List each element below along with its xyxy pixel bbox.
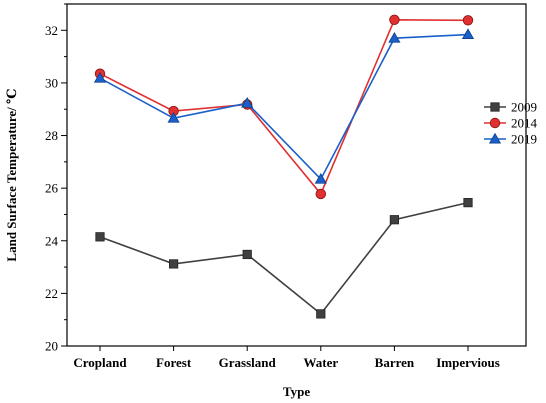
legend-marker bbox=[490, 102, 500, 112]
y-tick-label: 30 bbox=[45, 75, 58, 90]
y-tick-label: 20 bbox=[45, 339, 58, 354]
series-line-2019 bbox=[99, 33, 469, 181]
data-point-2014 bbox=[389, 14, 400, 25]
legend-item-2019: 2019 bbox=[484, 132, 537, 147]
data-point-2019 bbox=[167, 111, 180, 123]
data-point-2019 bbox=[461, 28, 475, 39]
legend-label: 2019 bbox=[511, 132, 537, 147]
data-point-2009 bbox=[95, 232, 105, 242]
series-2009 bbox=[95, 198, 473, 319]
y-tick-label: 32 bbox=[45, 23, 58, 38]
legend-label: 2009 bbox=[511, 100, 537, 115]
series-2019 bbox=[93, 28, 475, 184]
series-line-2014 bbox=[99, 18, 469, 196]
data-point-2009 bbox=[463, 198, 473, 208]
x-tick-label: Cropland bbox=[73, 355, 127, 370]
data-point-2009 bbox=[242, 249, 252, 260]
series-line-2009 bbox=[99, 201, 469, 316]
legend-marker bbox=[489, 117, 501, 129]
legend-item-2009: 2009 bbox=[484, 100, 537, 115]
y-tick-label: 26 bbox=[45, 181, 59, 196]
axes: 20 22 24 26 28 30 32 Cropland Forest Grassland Wat… bbox=[45, 3, 527, 370]
data-point-2014 bbox=[462, 15, 474, 26]
legend-item-2014: 2014 bbox=[484, 116, 538, 131]
y-tick-label: 28 bbox=[45, 128, 58, 143]
data-point-2019 bbox=[241, 96, 254, 108]
data-point-2019 bbox=[93, 71, 107, 83]
data-point-2009 bbox=[168, 259, 179, 269]
data-point-2019 bbox=[388, 31, 401, 43]
x-tick-label: Forest bbox=[156, 355, 192, 370]
x-tick-label: Grassland bbox=[219, 355, 277, 370]
x-tick-label: Water bbox=[303, 355, 338, 370]
legend-marker bbox=[488, 132, 502, 144]
data-point-2009 bbox=[389, 215, 400, 225]
x-tick-label: Impervious bbox=[436, 355, 500, 370]
plot-frame bbox=[66, 3, 527, 347]
y-tick-label: 22 bbox=[45, 286, 58, 301]
y-tick-label: 24 bbox=[45, 233, 59, 248]
series-layer bbox=[93, 14, 475, 319]
x-axis-title: Type bbox=[283, 384, 310, 399]
legend-label: 2014 bbox=[511, 116, 538, 131]
data-point-2014 bbox=[315, 188, 327, 200]
x-tick-label: Barren bbox=[375, 355, 415, 370]
data-point-2019 bbox=[314, 173, 327, 184]
data-point-2009 bbox=[316, 309, 326, 319]
y-axis-title: Land Surface Temperature/ ℃ bbox=[4, 88, 19, 261]
